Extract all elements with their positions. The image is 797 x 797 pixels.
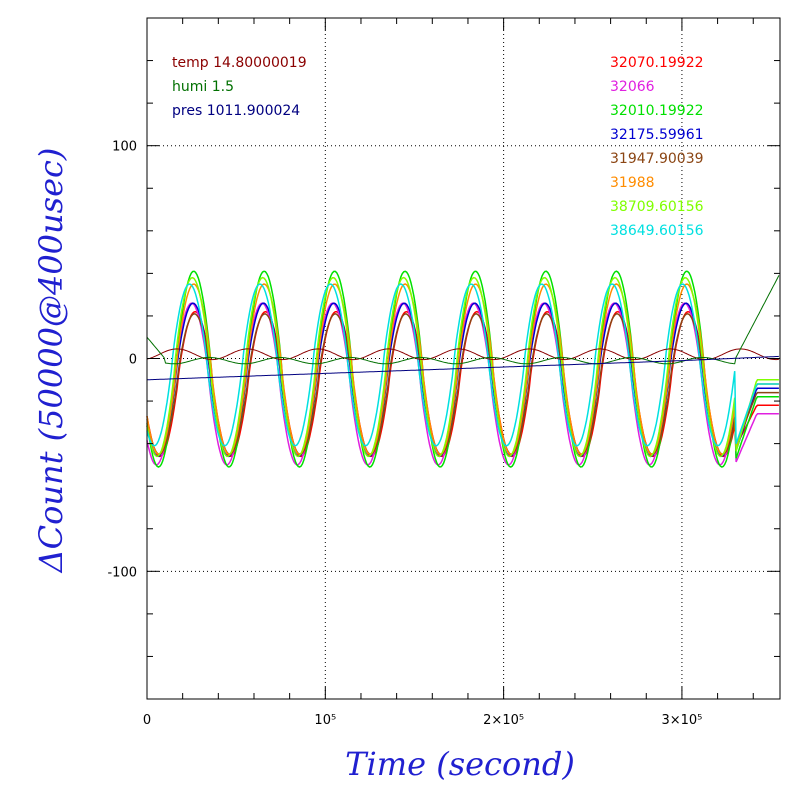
series-line — [146, 270, 779, 468]
legend-right-item: 32010.19922 — [610, 103, 704, 119]
series-line — [146, 283, 779, 456]
legend-right-item: 38649.60156 — [610, 223, 704, 239]
legend-right-item: 32070.19922 — [610, 55, 704, 71]
legend-right-item: 32066 — [610, 79, 655, 95]
legend-left-item: humi 1.5 — [172, 79, 234, 95]
legend-right: 32070.19922 32066 32010.19922 32175.59961 31… — [610, 55, 704, 239]
legend-right-item: 31947.90039 — [610, 151, 704, 167]
legend-left: temp 14.80000019 humi 1.5 pres 1011.900024 — [172, 55, 307, 119]
env-series-line — [146, 355, 779, 381]
legend-right-item: 38709.60156 — [610, 199, 704, 215]
legend-right-item: 31988 — [610, 175, 655, 191]
series-line — [146, 276, 779, 458]
series-line — [146, 302, 779, 458]
y-axis-title: ΔCount (50000@400usec) — [32, 148, 70, 575]
legend-right-item: 32175.59961 — [610, 127, 704, 143]
x-tick-label: 10⁵ — [314, 713, 336, 728]
env-series-line — [146, 275, 780, 365]
x-tick-label: 3×10⁵ — [661, 713, 702, 728]
x-axis-title: Time (second) — [345, 745, 575, 783]
grid — [147, 18, 780, 699]
y-tick-label: -100 — [107, 565, 137, 580]
env-series-line — [146, 348, 779, 361]
x-tick-label: 0 — [143, 713, 151, 728]
series-layer — [146, 270, 780, 468]
y-tick-label: 0 — [129, 353, 137, 368]
ticks: 0 10⁵ 2×10⁵ 3×10⁵ 100 0 -100 — [107, 17, 780, 728]
y-tick-label: 100 — [112, 140, 137, 155]
legend-left-item: pres 1011.900024 — [172, 103, 300, 119]
x-tick-label: 2×10⁵ — [483, 713, 524, 728]
legend-left-item: temp 14.80000019 — [172, 55, 307, 71]
series-line — [146, 283, 779, 447]
